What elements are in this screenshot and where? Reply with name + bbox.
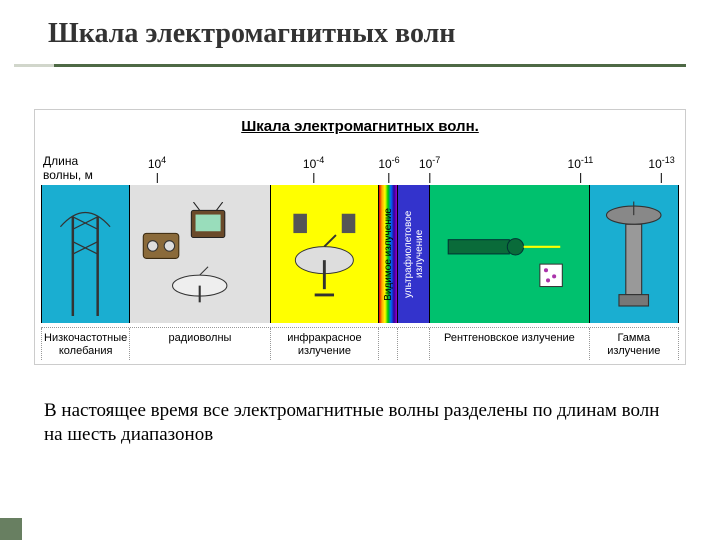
slide-title: Шкала электромагнитных волн bbox=[0, 0, 720, 50]
axis-tick: 10-13 bbox=[648, 155, 674, 183]
axis-tick: 10-7 bbox=[419, 155, 440, 183]
title-rule bbox=[14, 64, 686, 67]
band-captions: Низкочастотные колебаниярадиоволныинфрак… bbox=[41, 327, 679, 360]
em-spectrum-diagram: Шкала электромагнитных волн. Длина волны… bbox=[34, 109, 686, 365]
diagram-title: Шкала электромагнитных волн. bbox=[41, 118, 679, 135]
band-gamma bbox=[590, 185, 679, 323]
band-uv: ультрафиолетовое излучение bbox=[398, 185, 430, 323]
corner-accent bbox=[0, 518, 22, 540]
caption-radio: радиоволны bbox=[130, 328, 270, 360]
caption-lowfreq: Низкочастотные колебания bbox=[41, 328, 130, 360]
band-lowfreq bbox=[41, 185, 130, 323]
caption-visible bbox=[379, 328, 398, 360]
band-infrared bbox=[271, 185, 379, 323]
axis-tick: 10-6 bbox=[378, 155, 399, 183]
band-radio bbox=[130, 185, 270, 323]
caption-xray: Рентгеновское излучение bbox=[430, 328, 590, 360]
band-label-visible: Видимое излучение bbox=[383, 208, 394, 301]
band-label-uv: ультрафиолетовое излучение bbox=[403, 185, 425, 323]
axis-tick: 10-11 bbox=[568, 155, 594, 183]
band-xray bbox=[430, 185, 590, 323]
axis-tick: 10-4 bbox=[303, 155, 324, 183]
caption-uv bbox=[398, 328, 430, 360]
caption-gamma: Гамма излучение bbox=[590, 328, 679, 360]
caption-infrared: инфракрасное излучение bbox=[271, 328, 379, 360]
axis-label: Длина волны, м bbox=[41, 155, 99, 183]
band-visible: Видимое излучение bbox=[379, 185, 398, 323]
slide-caption: В настоящее время все электромагнитные в… bbox=[44, 399, 676, 447]
wavelength-axis: Длина волны, м 104 10-4 10-6 10-7 10-11 10-13 bbox=[41, 145, 679, 183]
axis-tick: 104 bbox=[148, 155, 166, 183]
spectrum-bands: Видимое излучение ультрафиолетовое излуче… bbox=[41, 185, 679, 323]
